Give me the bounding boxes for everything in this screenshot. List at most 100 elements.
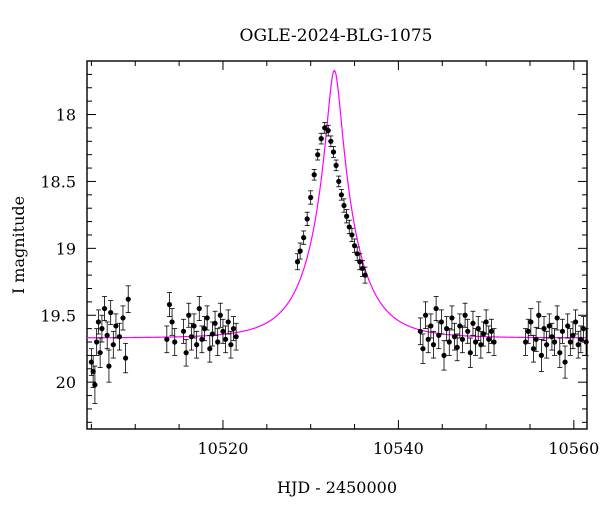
data-marker [180,328,187,334]
chart-title: OGLE-2024-BLG-1075 [240,26,433,46]
data-point [541,316,547,342]
data-marker [328,138,334,144]
data-point [315,148,321,161]
data-point [106,349,112,383]
data-marker [186,312,192,318]
plot-area [86,60,588,430]
data-marker [544,342,550,348]
data-marker [546,323,552,329]
data-marker [104,332,110,338]
data-marker [164,336,170,342]
data-point [525,318,531,344]
data-marker [301,235,307,241]
data-marker [297,248,303,254]
data-point [110,330,116,359]
data-point [583,328,589,356]
axis-tick-labels: 10520 10540 10560 18 18.5 19 19.5 20 [40,106,599,458]
data-point [486,325,492,354]
data-marker [311,172,317,178]
x-axis-label: HJD - 2450000 [277,478,397,497]
data-marker [480,331,487,337]
data-marker [315,152,321,158]
data-point [349,227,355,243]
data-point [483,309,489,335]
data-marker [294,259,301,265]
data-marker [478,342,484,348]
data-point [570,321,576,350]
data-point [465,318,471,344]
data-marker [349,232,355,238]
data-marker [449,315,455,321]
data-point [222,325,229,354]
data-point [438,309,444,335]
data-marker [304,216,310,222]
data-point [551,328,558,356]
data-marker [217,312,223,318]
data-marker [483,319,489,325]
x-tick-label: 10540 [373,439,424,458]
data-marker [462,312,468,318]
data-marker [122,355,129,361]
data-marker [204,315,210,321]
data-marker [338,192,344,198]
data-marker [113,323,119,329]
data-marker [191,323,197,329]
data-marker [333,162,339,168]
data-point [328,135,334,148]
data-marker [318,136,324,142]
data-marker [417,328,423,334]
data-point [475,316,481,342]
plot-frame [86,60,588,430]
data-point [530,334,537,363]
data-point [454,333,460,362]
data-point [125,285,131,313]
data-point [536,301,542,330]
data-point [94,328,100,356]
axis-ticks [87,60,587,429]
data-point [533,326,539,352]
data-marker [475,326,481,332]
model-curve [86,69,587,339]
data-point [228,330,234,359]
data-point [188,322,194,351]
data-point [217,302,223,328]
y-tick-label: 18 [56,106,76,125]
data-point [183,338,189,367]
data-marker [562,359,568,365]
data-point [207,334,213,363]
data-point [325,124,331,137]
data-marker [212,320,218,326]
data-marker [336,178,342,185]
data-marker [528,319,534,325]
data-marker [215,339,221,345]
data-point [186,302,192,328]
data-marker [183,350,189,356]
data-marker [436,332,442,338]
data-point [549,322,555,351]
data-marker [120,315,126,321]
data-marker [101,305,108,312]
data-marker [457,323,463,329]
data-marker [362,272,368,278]
data-marker [578,336,584,342]
data-point [191,313,197,339]
data-point [567,328,573,356]
data-marker [522,339,529,345]
data-point [180,318,187,344]
data-point [417,317,423,346]
data-marker [308,194,314,201]
data-point [294,253,301,271]
data-point [212,310,218,336]
data-marker [454,344,460,350]
data-point [95,309,102,335]
data-point [113,313,119,339]
data-marker [230,326,237,332]
x-tick-label: 10520 [198,439,249,458]
data-marker [551,339,558,345]
data-point [449,305,455,331]
data-marker [194,342,200,348]
data-point [92,365,98,404]
data-point [336,175,342,188]
data-point [304,211,310,226]
